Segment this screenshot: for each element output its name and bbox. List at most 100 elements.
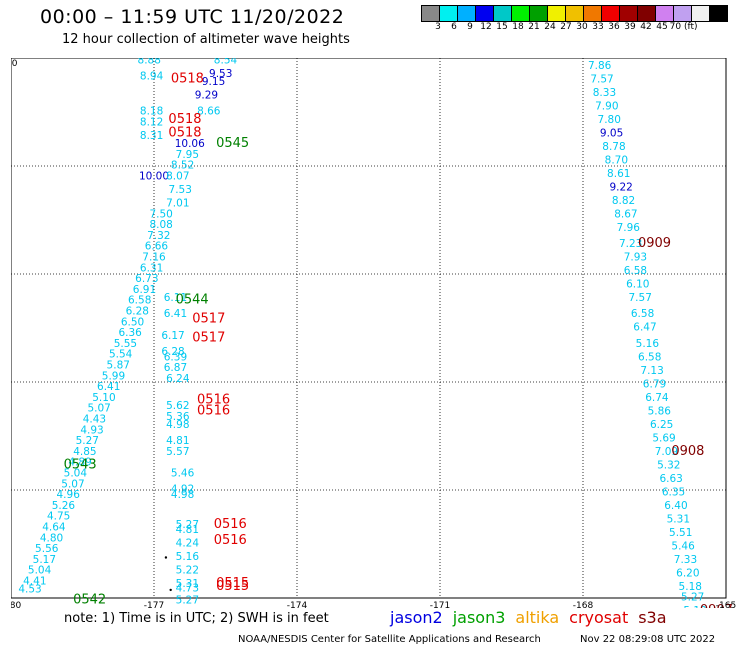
generated-timestamp: Nov 22 08:29:08 UTC 2022 [580,634,716,645]
legend-entry-jason3: jason3 [452,608,506,627]
legend-entry-jason2: jason2 [390,608,443,627]
wave-height-value: 10.06 [175,138,205,150]
color-scale-cell [565,5,584,22]
wave-height-value: 9.22 [609,181,632,193]
map-subtitle: 12 hour collection of altimeter wave hei… [62,32,350,47]
wave-height-value: 5.07 [61,478,84,490]
wave-height-map: 4.534.415.045.175.564.804.644.755.264.96… [11,58,736,608]
wave-height-value: 4.96 [57,489,81,501]
color-scale-cell [619,5,638,22]
pass-time-label: 0907 [700,603,733,608]
wave-height-value: 7.33 [674,554,697,566]
wave-height-value: 8.31 [140,130,163,142]
wave-height-value: 5.99 [102,370,125,382]
wave-height-value: 5.36 [166,411,190,423]
map-title: 00:00 – 11:59 UTC 11/20/2022 [40,6,345,28]
wave-height-value: 5.56 [35,543,59,555]
color-scale-cell [475,5,494,22]
wave-height-value: 8.52 [171,160,194,172]
x-tick-label: -180 [11,601,21,608]
wave-height-value: 5.27 [76,435,99,447]
wave-height-value: 6.35 [662,486,685,498]
wave-height-value: 6.47 [633,322,656,334]
wave-height-value: 6.10 [626,279,649,291]
wave-height-value: 7.01 [166,198,189,210]
wave-height-value: 8.12 [140,117,163,129]
wave-height-value: 6.39 [164,351,187,363]
wave-height-value: 7.16 [142,252,166,264]
color-scale-cell [439,5,458,22]
units-note: note: 1) Time is in UTC; 2) SWH is in fe… [64,611,329,626]
wave-height-value: 6.28 [161,346,184,358]
pass-time-label: 0909 [638,236,671,251]
pass-time-label: 0516 [197,403,230,418]
wave-height-value: 5.16 [636,338,660,350]
wave-height-value: 4.85 [73,446,96,458]
wave-height-value: 9.53 [209,68,232,80]
color-scale-cell [709,5,728,22]
wave-height-value: 9.29 [195,90,218,102]
color-scale-cell [583,5,602,22]
color-scale-label: 45 [656,22,668,32]
wave-height-value: 5.87 [107,360,130,372]
wave-height-value: 8.82 [612,195,635,207]
wave-height-value: 8.67 [614,208,637,220]
wave-height-value: 6.58 [128,295,151,307]
color-scale-cell [493,5,512,22]
wave-height-value: 5.62 [166,400,189,412]
x-tick-label: -174 [287,601,308,608]
wave-height-value: 8.33 [593,87,616,99]
marker-dot [169,588,172,592]
y-tick-label: 6 [11,270,12,280]
wave-height-value: 7.96 [617,222,641,234]
wave-height-value: 7.13 [640,365,663,377]
wave-height-value: 7.95 [176,149,199,161]
wave-height-value: 5.27 [176,519,199,531]
y-tick-label: 4 [11,378,12,388]
wave-height-value: 6.66 [145,241,169,253]
x-tick-label: -171 [430,601,450,608]
color-scale-cell [691,5,710,22]
wave-height-value: 5.10 [92,392,115,404]
pass-time-label: 0516 [214,517,247,532]
wave-height-value: 4.98 [166,419,189,431]
wave-height-value: 5.31 [667,513,690,525]
y-tick-label: 10 [11,59,18,69]
wave-height-value: 9.15 [202,76,225,88]
pass-time-label: 0516 [214,533,247,548]
color-scale-label: 3 [435,22,441,32]
wave-height-value: 5.18 [679,581,702,593]
wave-height-value: 4.64 [42,522,66,534]
pass-time-label: 0518 [171,71,204,86]
wave-height-value: 4.89 [68,457,91,469]
color-scale-label: 6 [451,22,457,32]
wave-height-value: 7.93 [624,252,647,264]
legend-entry-s3a: s3a [638,608,667,627]
wave-height-value: 5.57 [166,446,189,458]
wave-height-value: 4.81 [176,524,199,536]
wave-height-value: 5.16 [176,551,200,563]
pass-time-label: 0545 [216,136,249,151]
wave-height-value: 7.57 [629,292,652,304]
pass-time-label: 0515 [216,576,249,591]
wave-height-value: 8.07 [166,171,189,183]
wave-height-value: 7.23 [619,238,642,250]
pass-time-label: 0908 [671,444,704,459]
wave-height-value: 4.41 [23,576,46,588]
wave-height-value: 6.25 [650,419,673,431]
color-scale-label: 27 [560,22,572,32]
wave-height-value: 6.58 [638,351,661,363]
wave-height-value: 6.79 [643,378,666,390]
wave-height-value: 6.63 [659,473,682,485]
wave-height-value: 4.92 [171,484,194,496]
wave-height-value: 6.28 [126,306,149,318]
wave-height-value: 7.57 [590,73,613,85]
pass-time-label: 0516 [197,393,230,408]
credit-line: NOAA/NESDIS Center for Satellite Applica… [238,634,541,645]
wave-height-value: 6.11 [164,292,187,304]
color-scale-bar [421,5,728,22]
wave-height-value: 5.17 [33,554,56,566]
color-scale-label: 24 [544,22,556,32]
wave-height-value: 6.91 [133,284,156,296]
color-scale-label: 18 [512,22,524,32]
